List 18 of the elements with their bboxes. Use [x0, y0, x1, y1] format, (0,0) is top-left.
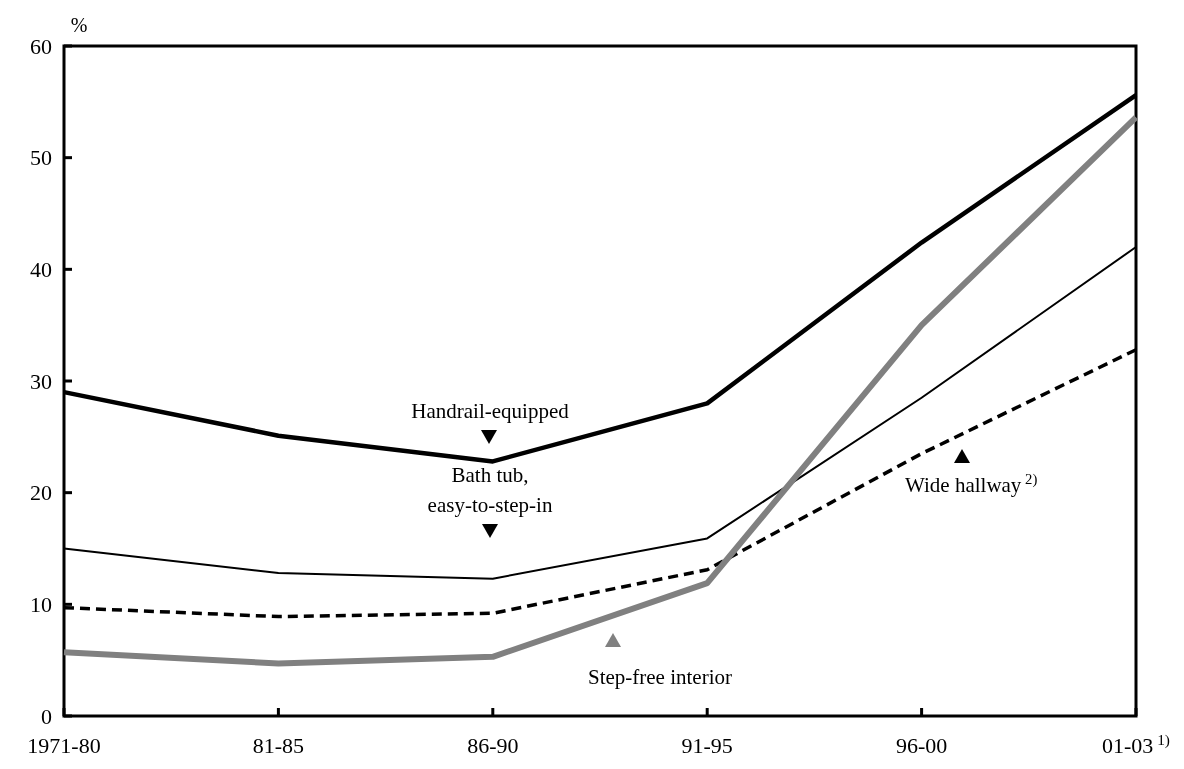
- y-tick-label: 50: [30, 145, 52, 171]
- y-tick-label: 0: [41, 703, 52, 729]
- legend-label: Wide hallway$^{2)}$: [905, 471, 1038, 497]
- x-tick-label: 86-90: [467, 733, 519, 758]
- y-tick-label: 60: [30, 33, 52, 59]
- x-tick-label: 01-03$^{1)}$: [1102, 730, 1170, 758]
- series-label: Handrail-equipped: [411, 399, 570, 423]
- y-tick-label: 10: [30, 592, 52, 618]
- x-tick-label: 96-00: [895, 733, 948, 758]
- legend-label: Bath tub, easy-to-step-in: [427, 463, 553, 517]
- y-axis-title: %: [70, 14, 88, 36]
- y-tick-label: 30: [30, 368, 52, 394]
- x-tick-label: 91-95: [681, 733, 733, 758]
- y-tick-label: 40: [30, 257, 52, 283]
- y-tick-label: 20: [30, 480, 52, 506]
- legend-label: Step-free interior: [587, 665, 733, 689]
- x-tick-label: 81-85: [252, 733, 305, 758]
- x-tick-label: 1971-80: [27, 733, 101, 758]
